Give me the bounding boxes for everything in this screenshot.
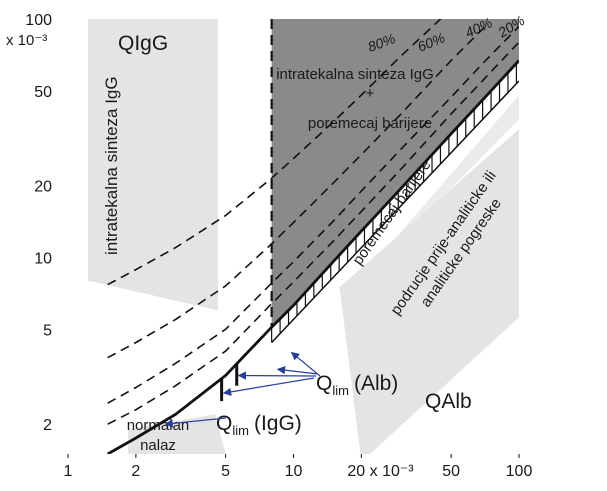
y-tick-label: 10: [34, 250, 52, 267]
y-tick-label: 100: [25, 12, 52, 29]
qlim-alb-rest: (Alb): [354, 372, 398, 395]
x-tick-label: 50: [442, 463, 460, 480]
zone-label-normal-1: normalan: [127, 417, 190, 434]
y-tick-label: 20: [34, 179, 52, 196]
x-tick-label: 2: [131, 463, 140, 480]
x-axis-title-qalb: QAlb: [425, 390, 472, 413]
zone-label-normal-2: nalaz: [140, 437, 176, 454]
zone-label-intrathecal-right-2: poremecaj barijere: [308, 115, 432, 132]
qlim-igg-subscript: lim: [232, 423, 249, 438]
y-tick-label: 5: [43, 322, 52, 339]
x-tick-label: 5: [221, 463, 230, 480]
x-tick-label: 20 x 10⁻³: [347, 463, 414, 480]
qlim-alb-label: Qlim(Alb): [316, 372, 398, 398]
qlim-igg-label: Qlim(IgG): [216, 412, 302, 438]
qlim-alb-subscript: lim: [332, 383, 349, 398]
zone-label-intrathecal-right-1: intratekalna sinteza IgG: [276, 66, 434, 83]
x-tick-label: 1: [64, 463, 73, 480]
y-exponent-label: x 10⁻³: [6, 32, 47, 49]
x-tick-label: 10: [285, 463, 303, 480]
y-tick-label: 2: [43, 417, 52, 434]
y-axis-title-qigg: QIgG: [118, 32, 168, 55]
y-tick-label: 50: [34, 84, 52, 101]
zone-label-intrathecal-left: intratekalna sinteza IgG: [102, 76, 121, 255]
qlim-igg-rest: (IgG): [254, 412, 302, 435]
zone-label-plus: +: [366, 85, 375, 102]
x-tick-label: 100: [506, 463, 533, 480]
